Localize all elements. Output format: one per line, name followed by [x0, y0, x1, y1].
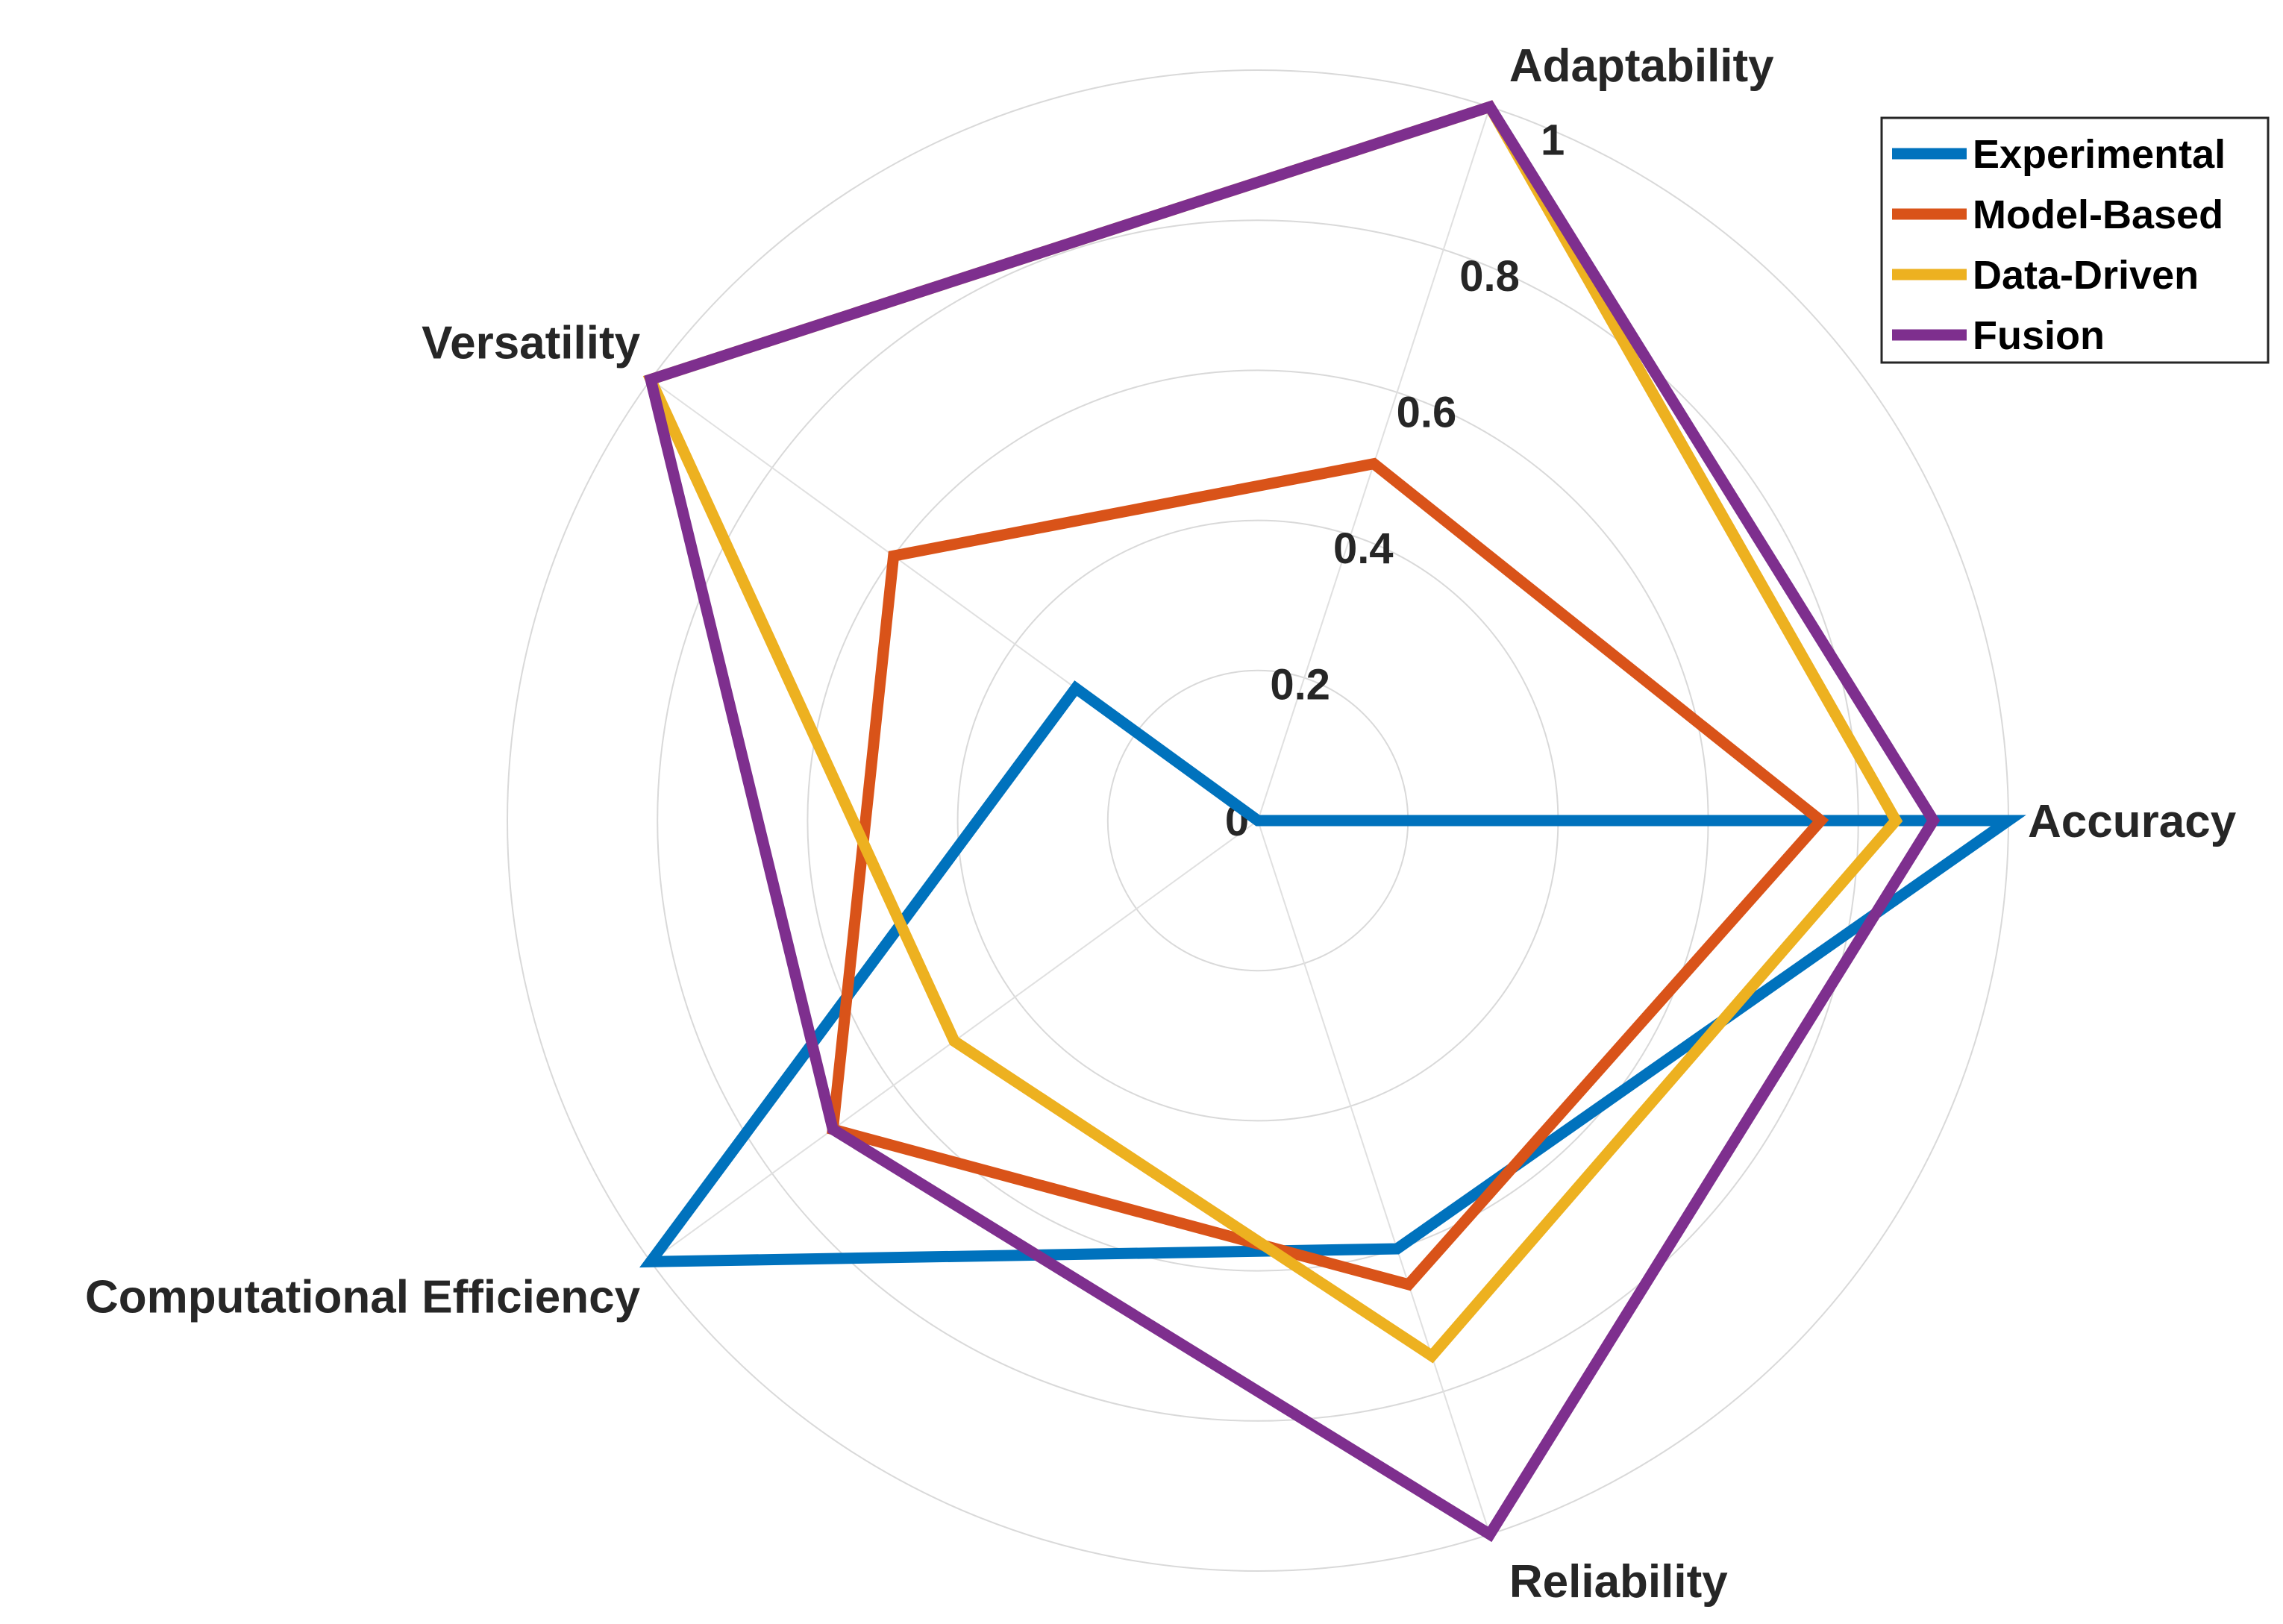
axis-label-reliability: Reliability — [1509, 1556, 1728, 1608]
r-tick-label-3: 0.6 — [1397, 388, 1457, 436]
legend-label-experimental: Experimental — [1973, 132, 2226, 177]
legend-label-model-based: Model-Based — [1973, 192, 2223, 237]
axis-label-adaptability: Adaptability — [1509, 40, 1774, 92]
legend-label-fusion: Fusion — [1973, 313, 2105, 358]
series-lines — [639, 100, 2026, 1543]
legend-label-data-driven: Data-Driven — [1973, 253, 2199, 298]
spoke-4 — [1257, 820, 1491, 1535]
axis-labels: Accuracy Adaptability Versatility Computati… — [85, 40, 2237, 1608]
axis-label-accuracy: Accuracy — [2028, 796, 2237, 847]
r-tick-label-4: 0.8 — [1459, 252, 1520, 301]
r-tick-label-5: 1 — [1541, 116, 1565, 164]
legend: Experimental Model-Based Data-Driven Fusion — [1880, 116, 2270, 364]
r-tick-label-2: 0.4 — [1333, 524, 1394, 573]
axis-label-computational-efficiency: Computational Efficiency — [85, 1271, 641, 1323]
r-tick-label-1: 0.2 — [1270, 660, 1330, 709]
series-line-fusion — [644, 100, 1941, 1543]
axis-label-versatility: Versatility — [422, 318, 640, 369]
series-line-model-based — [827, 457, 1829, 1291]
